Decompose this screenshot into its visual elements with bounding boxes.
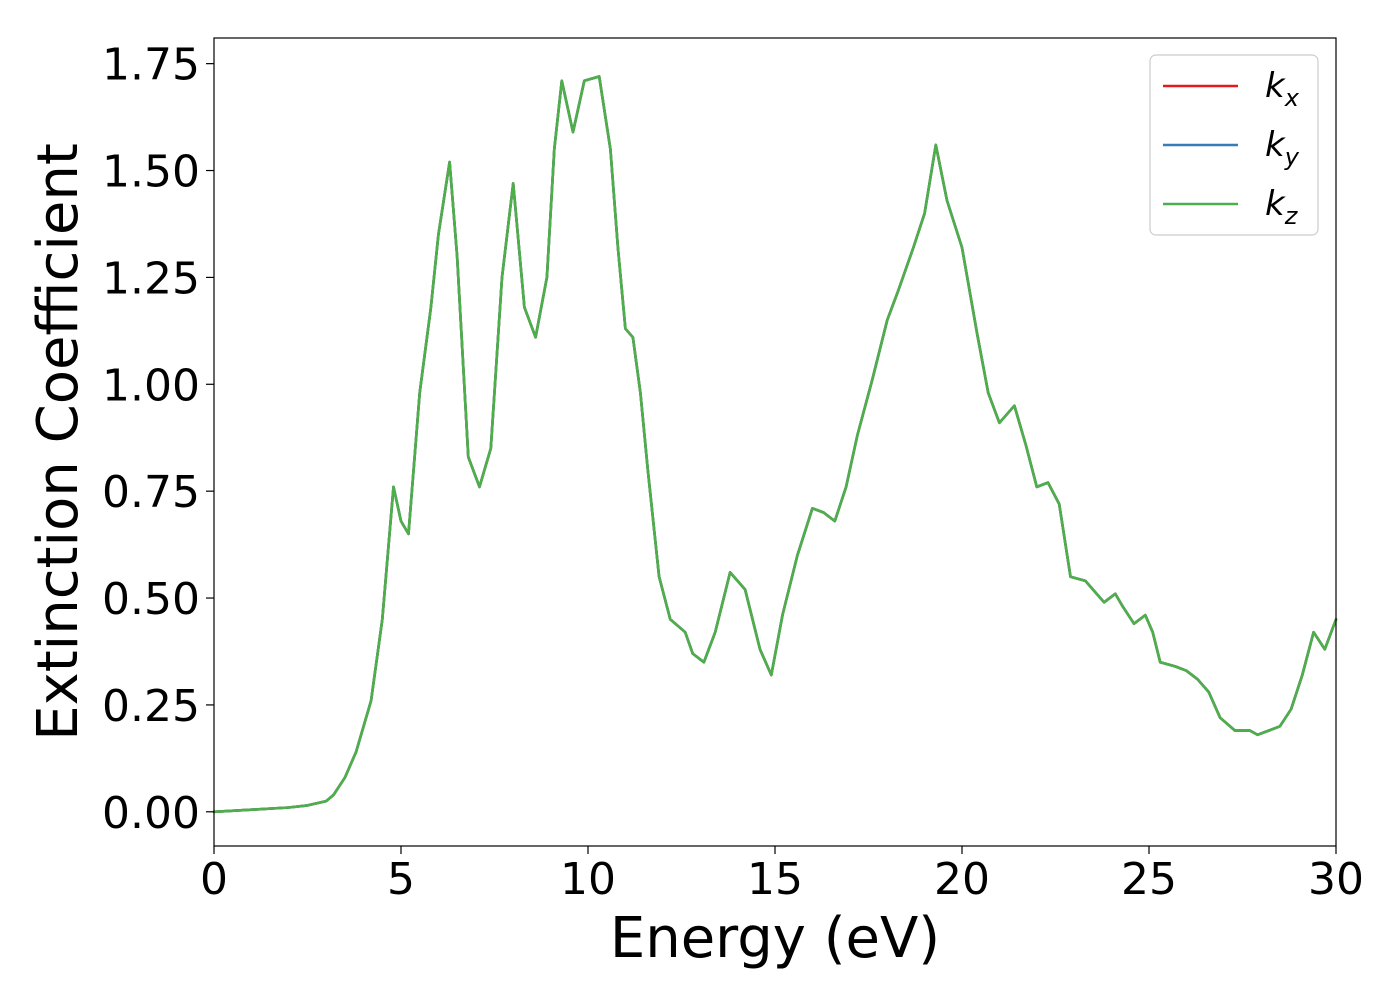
y-tick-label: 0.00 xyxy=(102,788,200,839)
plot-area xyxy=(214,38,1336,846)
x-tick-label: 25 xyxy=(1121,854,1177,905)
y-tick-label: 0.50 xyxy=(102,574,200,625)
y-tick-label: 0.75 xyxy=(102,467,200,518)
series-layer xyxy=(212,75,1338,814)
x-axis-ticks: 0 5 10 15 20 25 30 xyxy=(200,846,1364,905)
x-tick-label: 20 xyxy=(934,854,990,905)
y-tick-label: 1.00 xyxy=(102,360,200,411)
x-tick-label: 30 xyxy=(1308,854,1364,905)
y-axis-title: Extinction Coefficient xyxy=(26,143,91,741)
legend-label-ky: ky xyxy=(1265,125,1300,171)
y-tick-label: 1.25 xyxy=(102,253,200,304)
y-axis-ticks: 0.00 0.25 0.50 0.75 1.00 1.25 1.50 1.75 xyxy=(102,40,214,839)
y-tick-label: 1.50 xyxy=(102,147,200,198)
y-tick-label: 0.25 xyxy=(102,681,200,732)
x-tick-label: 15 xyxy=(747,854,803,905)
series-line-kz xyxy=(212,75,1338,814)
x-axis-title: Energy (eV) xyxy=(610,906,940,971)
legend-label-kx: kx xyxy=(1265,66,1300,112)
x-tick-label: 0 xyxy=(200,854,228,905)
legend: kx ky kz xyxy=(1149,54,1319,236)
legend-label-kz: kz xyxy=(1265,184,1299,230)
x-tick-label: 5 xyxy=(387,854,415,905)
y-tick-label: 1.75 xyxy=(102,40,200,91)
x-tick-label: 10 xyxy=(560,854,616,905)
